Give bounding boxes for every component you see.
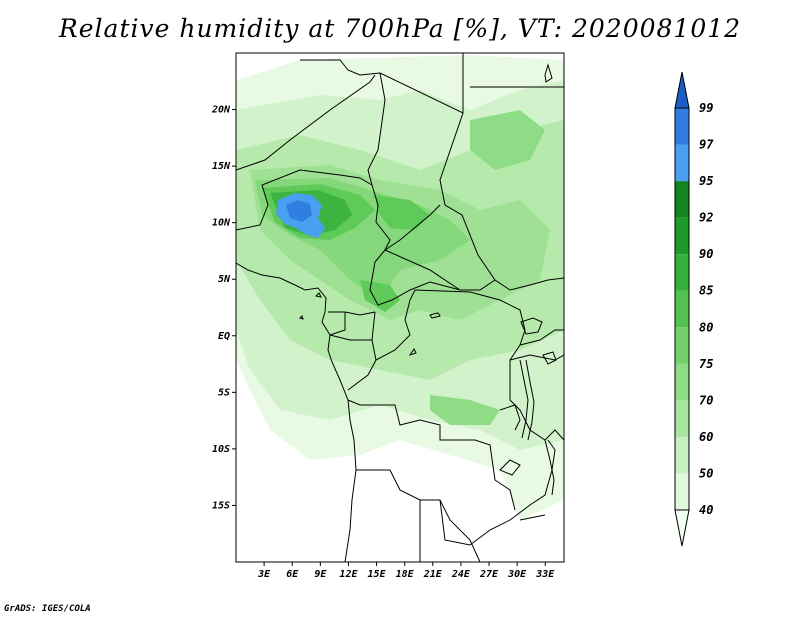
lon-label: 15E: [368, 569, 387, 580]
colorbar-label: 99: [699, 101, 713, 115]
lat-label: 15S: [212, 500, 230, 511]
colorbar-label: 90: [699, 247, 713, 261]
lat-label: 10N: [212, 218, 231, 229]
lon-label: 27E: [479, 569, 499, 580]
humidity-field: [236, 53, 564, 562]
colorbar-box: [675, 436, 689, 474]
colorbar-upper-arrow: [674, 71, 690, 109]
lon-label: 6E: [286, 569, 299, 580]
lon-label: 24E: [451, 569, 471, 580]
colorbar-label: 40: [699, 503, 713, 517]
lon-label: 9E: [314, 569, 327, 580]
colorbar-label: 95: [699, 174, 713, 188]
latitude-axis: 20N 15N 10N 5N EQ 5S 10S 15S: [211, 105, 236, 511]
colorbar-label: 85: [699, 284, 713, 298]
colorbar-box: [675, 181, 689, 218]
colorbar-box: [675, 217, 689, 255]
longitude-axis: 3E 6E 9E 12E 15E 18E 21E 24E 27E 30E 33E: [257, 562, 555, 580]
lon-label: 21E: [423, 569, 443, 580]
colorbar-box: [675, 473, 689, 510]
colorbar-label: 80: [699, 320, 713, 334]
colorbar-label: 60: [699, 430, 713, 444]
lat-label: 20N: [211, 105, 231, 116]
colorbar-label: 50: [699, 466, 713, 480]
lat-label: 15N: [212, 161, 231, 172]
lon-label: 3E: [257, 569, 271, 580]
lat-label: 5N: [218, 274, 231, 285]
credits-text: GrADS: IGES/COLA: [4, 604, 91, 614]
colorbar-lower-arrow: [674, 509, 690, 547]
colorbar-label: 70: [699, 393, 713, 407]
colorbar-box: [675, 254, 689, 291]
lon-label: 30E: [507, 569, 527, 580]
colorbar-box: [675, 327, 689, 364]
lon-label: 12E: [339, 569, 358, 580]
lat-label: 10S: [212, 444, 230, 455]
lon-label: 33E: [535, 569, 555, 580]
colorbar-label: 97: [699, 138, 714, 152]
colorbar-box: [675, 290, 689, 328]
colorbar-label: 75: [699, 357, 713, 371]
lon-label: 18E: [396, 569, 415, 580]
colorbar-label: 92: [699, 211, 713, 225]
lat-label: EQ: [218, 331, 230, 342]
colorbar-box: [675, 400, 689, 437]
colorbar-box: [675, 144, 689, 182]
lat-label: 5S: [218, 387, 230, 398]
chart-title: Relative humidity at 700hPa [%], VT: 202…: [58, 14, 742, 43]
colorbar: 40 50 60 70 75 80 85 90 92 95 97 99: [674, 71, 714, 547]
colorbar-box: [675, 363, 689, 401]
country-borders: [236, 53, 564, 562]
map-frame: [235, 52, 565, 563]
colorbar-box: [675, 108, 689, 145]
colorbar-outline: [674, 107, 690, 511]
